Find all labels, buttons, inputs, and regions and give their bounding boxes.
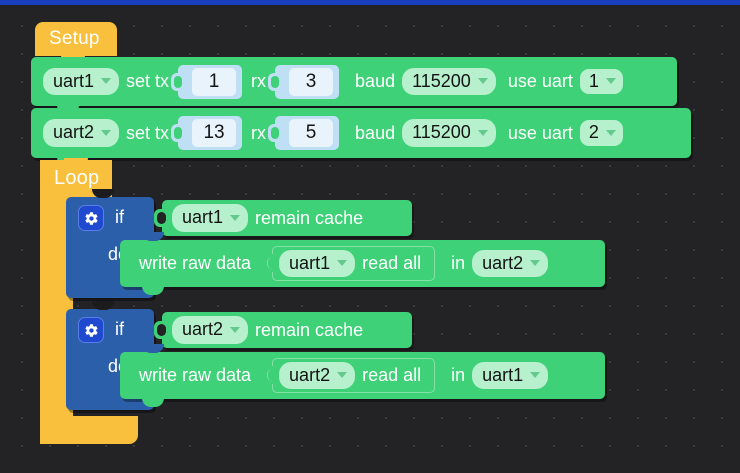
uart-setup-1-port-dropdown[interactable]: uart1: [43, 67, 120, 96]
uart-setup-1-baud-dropdown[interactable]: 115200: [402, 67, 496, 96]
loop-top-notch: [64, 158, 88, 168]
write-raw-data-2-in-label: in: [451, 365, 466, 385]
uart-setup-1-rx-socket[interactable]: 3: [268, 64, 340, 99]
block-bottom-knob: [142, 398, 164, 407]
write-raw-data-2-label: write raw data: [139, 365, 252, 385]
uart-setup-2-rx-label: rx: [251, 122, 267, 143]
socket-plug: [171, 72, 183, 91]
uart-setup-1-baud-value: 115200: [412, 70, 471, 91]
write-raw-data-1-source-value[interactable]: uart1 read all: [264, 245, 436, 282]
socket-plug: [171, 124, 183, 142]
write-raw-data-1-dest-port: uart2: [482, 252, 524, 273]
uart-setup-2-useuart-label: use uart: [507, 122, 573, 143]
write-raw-data-block-1[interactable]: write raw data uart1 read all in uart2: [120, 232, 605, 295]
uart-setup-2-useuart-value: 2: [588, 122, 599, 143]
if-block-2-top-notch: [92, 301, 114, 310]
write-raw-data-2-source-dropdown[interactable]: uart2: [279, 361, 356, 390]
chevron-down-icon: [230, 214, 241, 221]
setup-hat-block[interactable]: Setup: [35, 22, 117, 65]
if-block-2-condition[interactable]: uart2 remain cache: [154, 312, 412, 348]
loop-hat-label: Loop: [54, 166, 100, 189]
block-bottom-knob: [142, 286, 164, 295]
uart-setup-2-baud-value: 115200: [412, 122, 471, 143]
chevron-down-icon: [605, 78, 616, 84]
uart-setup-1-tx-value[interactable]: 1: [192, 67, 237, 96]
write-raw-data-1-read-label: read all: [362, 253, 422, 273]
loop-c-bottom-arm[interactable]: [40, 416, 138, 444]
block-top-notch: [142, 232, 164, 241]
uart-setup-2-tx-value[interactable]: 13: [192, 119, 237, 147]
chevron-down-icon: [230, 326, 241, 333]
chevron-down-icon: [337, 260, 348, 266]
uart-setup-1-rx-label: rx: [251, 71, 267, 91]
write-raw-data-block-2[interactable]: write raw data uart2 read all in uart1: [120, 344, 605, 407]
top-accent-bar: [0, 0, 740, 5]
socket-plug: [154, 209, 166, 227]
chevron-down-icon: [477, 129, 488, 136]
chevron-down-icon: [605, 129, 616, 136]
uart-setup-1-settx-label: set tx: [126, 71, 170, 91]
chevron-down-icon: [477, 78, 488, 84]
uart-setup-2-settx-label: set tx: [126, 122, 170, 143]
write-raw-data-1-label: write raw data: [139, 253, 252, 273]
chevron-down-icon: [101, 129, 112, 136]
if-block-2-cond-port-dropdown[interactable]: uart2: [172, 316, 249, 344]
uart-setup-2-port-value: uart2: [53, 122, 95, 143]
uart-setup-1-baud-label: baud: [355, 71, 396, 91]
block-top-notch: [142, 344, 164, 353]
write-raw-data-1-source-dropdown[interactable]: uart1: [279, 249, 356, 278]
socket-plug: [154, 321, 166, 339]
if-block-2-cond-text: remain cache: [255, 319, 364, 340]
write-raw-data-2-read-label: read all: [362, 365, 422, 385]
uart-setup-1-useuart-label: use uart: [507, 71, 573, 91]
socket-plug: [268, 72, 280, 91]
if-block-1-if-label: if: [115, 207, 124, 227]
gear-icon[interactable]: [78, 205, 104, 231]
if-block-2-cond-port-value: uart2: [182, 319, 224, 340]
if-block-1-top-notch: [92, 189, 114, 198]
chevron-down-icon: [337, 372, 348, 378]
uart-setup-2-rx-socket[interactable]: 5: [268, 116, 340, 150]
uart-setup-row-2[interactable]: uart2 set tx 13 rx 5 baud 115200 use uar…: [31, 108, 691, 166]
write-raw-data-1-dest-dropdown[interactable]: uart2: [472, 249, 549, 278]
write-raw-data-2-dest-dropdown[interactable]: uart1: [472, 361, 549, 390]
setup-hat-label: Setup: [49, 28, 100, 49]
gear-icon[interactable]: [78, 317, 104, 343]
if-block-1-cond-port-dropdown[interactable]: uart1: [172, 204, 249, 232]
if-block-2-if-label: if: [115, 319, 124, 339]
write-raw-data-1-in-label: in: [451, 253, 466, 273]
uart-setup-1-rx-value[interactable]: 3: [289, 67, 334, 96]
uart-setup-1-tx-socket[interactable]: 1: [171, 64, 243, 99]
uart-setup-2-port-dropdown[interactable]: uart2: [43, 119, 120, 147]
uart-setup-2-baud-dropdown[interactable]: 115200: [402, 119, 496, 147]
write-raw-data-2-source-port: uart2: [289, 364, 331, 385]
write-raw-data-1-source-port: uart1: [289, 252, 331, 273]
uart-setup-2-baud-label: baud: [355, 122, 396, 143]
uart-setup-row-1[interactable]: uart1 set tx 1 rx 3 baud 115200 use uart…: [31, 57, 677, 114]
socket-plug: [268, 124, 280, 142]
uart-setup-1-useuart-dropdown[interactable]: 1: [579, 68, 623, 95]
write-raw-data-2-source-value[interactable]: uart2 read all: [264, 357, 436, 394]
socket-plug: [264, 365, 278, 384]
if-block-1-cond-text: remain cache: [255, 207, 364, 228]
chevron-down-icon: [530, 260, 541, 266]
chevron-down-icon: [530, 372, 541, 378]
uart-setup-2-useuart-dropdown[interactable]: 2: [579, 120, 623, 146]
uart-setup-1-useuart-value: 1: [588, 70, 599, 91]
chevron-down-icon: [101, 78, 112, 84]
uart-setup-2-rx-value[interactable]: 5: [289, 119, 334, 147]
uart-setup-2-tx-socket[interactable]: 13: [171, 116, 243, 150]
socket-plug: [264, 253, 278, 272]
if-block-1-condition[interactable]: uart1 remain cache: [154, 200, 412, 236]
write-raw-data-2-dest-port: uart1: [482, 364, 524, 385]
if-block-1-cond-port-value: uart1: [182, 207, 224, 228]
uart-setup-1-port-value: uart1: [53, 70, 95, 91]
